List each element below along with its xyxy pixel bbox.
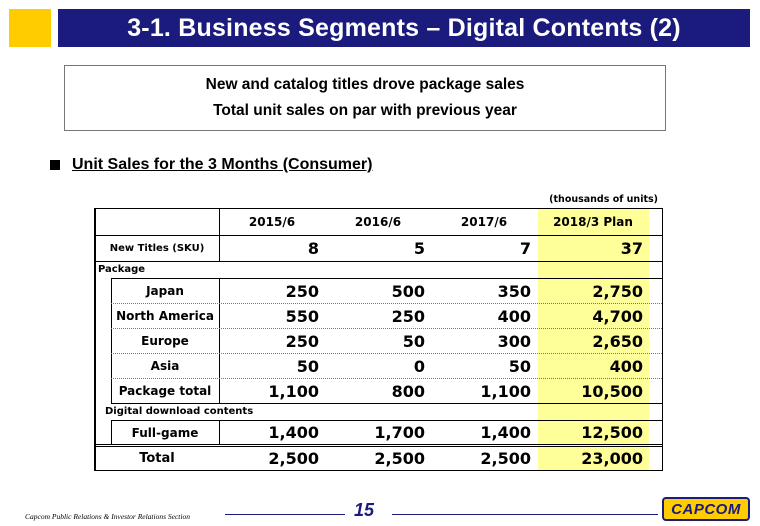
table-divider — [95, 261, 662, 262]
table-cell: 1,700 — [374, 423, 425, 442]
row-label-full-game: Full-game — [131, 425, 199, 440]
section-label: Unit Sales for the 3 Months (Consumer) — [72, 156, 373, 173]
table-vline — [95, 209, 96, 470]
table-divider — [111, 403, 662, 404]
table-cell: 2,500 — [480, 449, 531, 468]
square-bullet-icon — [50, 160, 60, 170]
table-cell: 800 — [391, 381, 425, 401]
column-header: 2016/6 — [354, 215, 402, 229]
column-header: 2018/3 Plan — [553, 215, 633, 229]
table-cell: 50 — [296, 356, 319, 376]
page-title: 3-1. Business Segments – Digital Content… — [127, 13, 681, 42]
table-cell: 500 — [391, 281, 425, 301]
table-vline — [219, 420, 220, 445]
table-cell: 1,100 — [268, 381, 319, 401]
table-cell: 1,400 — [268, 423, 319, 442]
table-cell: 1,400 — [480, 423, 531, 442]
headline-box: New and catalog titles drove package sal… — [64, 65, 666, 131]
table-cell: 400 — [497, 306, 531, 326]
headline-line-1: New and catalog titles drove package sal… — [205, 76, 525, 93]
table-divider — [111, 420, 662, 421]
table-cell: 37 — [620, 239, 643, 258]
column-header: 2015/6 — [248, 215, 296, 229]
table-cell: 50 — [508, 356, 531, 376]
page-number: 15 — [354, 500, 375, 520]
logo-text: CAPCOM — [671, 500, 741, 518]
capcom-logo: CAPCOM — [662, 497, 750, 521]
group-label-package: Package — [98, 264, 146, 275]
table-cell: 2,750 — [592, 281, 643, 301]
group-label-digital: Digital download contents — [105, 406, 254, 417]
footer-rule — [225, 514, 345, 515]
table-divider — [111, 353, 662, 354]
table-cell: 2,500 — [268, 449, 319, 468]
footer-section-text: Capcom Public Relations & Investor Relat… — [25, 512, 190, 521]
table-cell: 4,700 — [592, 306, 643, 326]
table-divider — [111, 328, 662, 329]
row-label-europe: Europe — [141, 334, 189, 348]
table-cell: 10,500 — [581, 381, 643, 401]
table-cell: 300 — [497, 331, 531, 351]
table-cell: 7 — [519, 239, 531, 258]
row-label-north-america: North America — [116, 309, 214, 323]
unit-note: (thousands of units) — [549, 194, 658, 205]
section-heading: Unit Sales for the 3 Months (Consumer) — [50, 156, 372, 174]
table-cell: 250 — [285, 331, 319, 351]
table-vline — [111, 278, 112, 403]
table-cell: 8 — [307, 239, 319, 258]
table-cell: 12,500 — [581, 423, 643, 442]
table-cell: 250 — [391, 306, 425, 326]
table-vline — [111, 420, 112, 445]
table-cell: 50 — [402, 331, 425, 351]
table-cell: 0 — [413, 356, 425, 376]
table-cell: 400 — [609, 356, 643, 376]
table-divider — [111, 378, 662, 379]
page-title-bar: 3-1. Business Segments – Digital Content… — [58, 9, 750, 47]
table-divider — [95, 235, 662, 236]
column-header: 2017/6 — [460, 215, 508, 229]
table-cell: 5 — [413, 239, 425, 258]
table-divider — [111, 278, 662, 279]
table-cell: 23,000 — [581, 449, 643, 468]
table-cell: 250 — [285, 281, 319, 301]
table-cell: 1,100 — [480, 381, 531, 401]
row-label-package-total: Package total — [118, 384, 212, 398]
table-divider — [95, 444, 662, 447]
row-label-total: Total — [139, 451, 175, 466]
table-vline — [219, 278, 220, 403]
row-label-new-titles: New Titles (SKU) — [109, 243, 205, 254]
table-cell: 550 — [285, 306, 319, 326]
highlight-column — [538, 209, 649, 470]
table-divider — [111, 303, 662, 304]
table-cell: 350 — [497, 281, 531, 301]
title-accent-square — [9, 9, 51, 47]
table-cell: 2,500 — [374, 449, 425, 468]
table-cell: 2,650 — [592, 331, 643, 351]
row-label-japan: Japan — [146, 284, 184, 298]
headline-line-2: Total unit sales on par with previous ye… — [213, 102, 517, 119]
unit-sales-table: 2015/6 2016/6 2017/6 2018/3 Plan New Tit… — [94, 208, 663, 471]
row-label-asia: Asia — [150, 359, 180, 373]
footer-rule — [392, 514, 658, 515]
